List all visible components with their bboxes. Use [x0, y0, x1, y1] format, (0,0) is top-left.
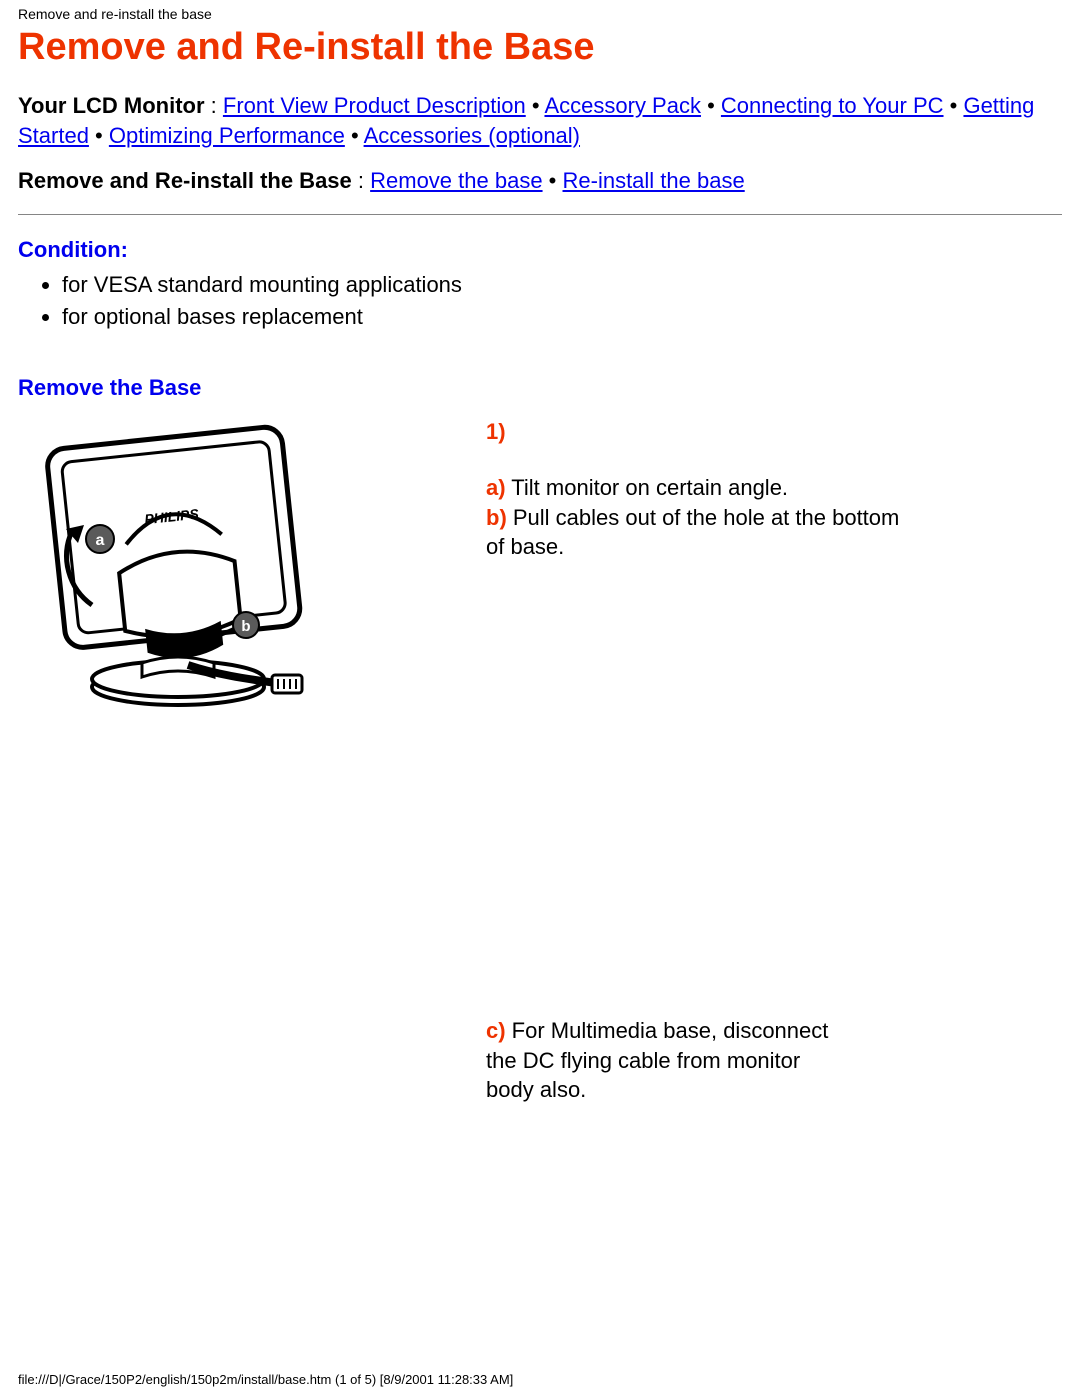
remove-base-heading: Remove the Base [18, 375, 1062, 401]
page-title: Remove and Re-install the Base [18, 26, 1062, 69]
page-header-small: Remove and re-install the base [18, 6, 1062, 22]
link-front-view[interactable]: Front View Product Description [223, 93, 526, 118]
divider [18, 214, 1062, 215]
link-accessory-pack[interactable]: Accessory Pack [544, 93, 701, 118]
nav2-colon: : [352, 168, 370, 193]
step-c-text: For Multimedia base, disconnect the DC f… [486, 1018, 828, 1102]
condition-heading: Condition: [18, 237, 1062, 263]
link-accessories-optional[interactable]: Accessories (optional) [364, 123, 580, 148]
svg-text:a: a [96, 532, 105, 549]
nav1-sep: • [345, 123, 364, 148]
nav1-sep: • [89, 123, 109, 148]
link-optimizing-performance[interactable]: Optimizing Performance [109, 123, 345, 148]
link-remove-base[interactable]: Remove the base [370, 168, 542, 193]
nav2-sep: • [543, 168, 563, 193]
nav-lcd-monitor: Your LCD Monitor : Front View Product De… [18, 91, 1062, 150]
svg-text:b: b [241, 618, 250, 635]
step-1-text: 1) a) Tilt monitor on certain angle. b) … [366, 419, 906, 562]
monitor-svg-icon: PHILIPS [18, 419, 338, 729]
nav1-sep: • [701, 93, 721, 118]
step-a-text: Tilt monitor on certain angle. [506, 475, 788, 500]
link-connecting-pc[interactable]: Connecting to Your PC [721, 93, 944, 118]
condition-list: for VESA standard mounting applications … [18, 269, 1062, 333]
list-item: for VESA standard mounting applications [62, 269, 1062, 301]
step-c-label: c) [486, 1018, 506, 1043]
list-item: for optional bases replacement [62, 301, 1062, 333]
step-number: 1) [486, 419, 906, 445]
nav-remove-reinstall: Remove and Re-install the Base : Remove … [18, 166, 1062, 196]
nav1-sep: • [944, 93, 964, 118]
monitor-illustration: PHILIPS [18, 419, 338, 734]
step-b-text: Pull cables out of the hole at the botto… [486, 505, 899, 560]
link-reinstall-base[interactable]: Re-install the base [563, 168, 745, 193]
step-a-label: a) [486, 475, 506, 500]
nav1-prefix: Your LCD Monitor [18, 93, 205, 118]
nav1-sep: • [526, 93, 545, 118]
nav2-prefix: Remove and Re-install the Base [18, 168, 352, 193]
footer-path: file:///D|/Grace/150P2/english/150p2m/in… [18, 1372, 513, 1387]
step-c-block: c) For Multimedia base, disconnect the D… [18, 1016, 846, 1105]
nav1-colon: : [205, 93, 223, 118]
step-b-label: b) [486, 505, 507, 530]
